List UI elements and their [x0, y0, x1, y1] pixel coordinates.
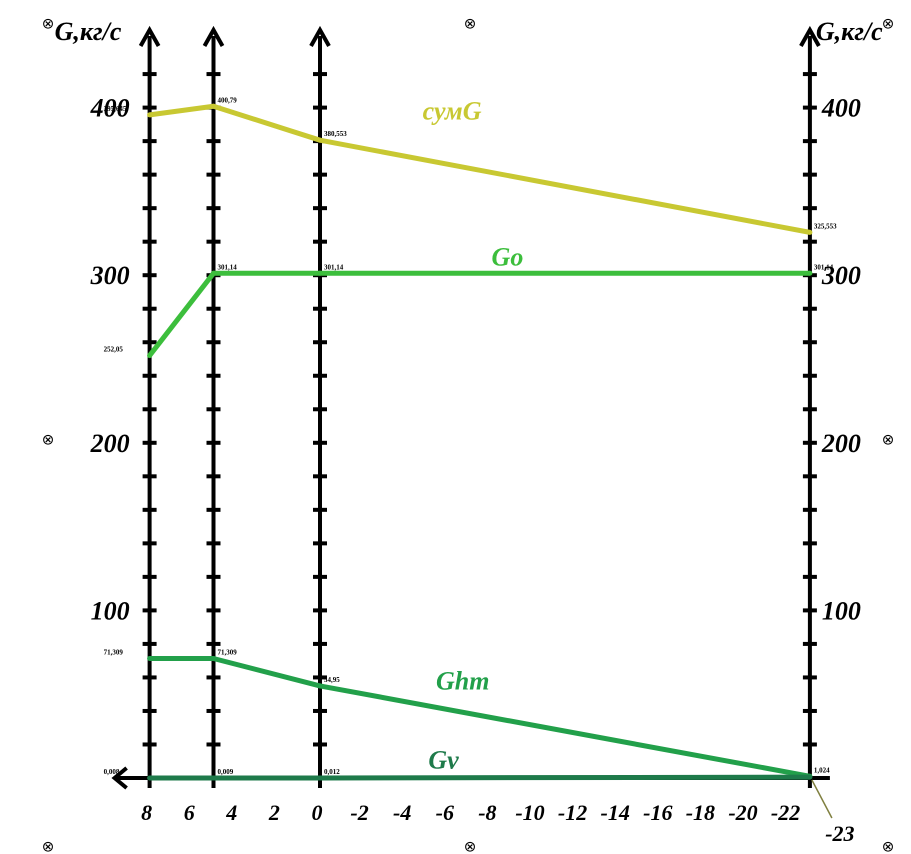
x-end-label: -23 — [825, 821, 854, 846]
point-label: 400,79 — [218, 96, 238, 104]
axis-arrow — [309, 25, 331, 47]
x-tick-label: -4 — [393, 800, 411, 825]
series-name-label: Go — [492, 243, 524, 272]
data-point — [807, 270, 813, 276]
x-tick-label: 0 — [312, 800, 323, 825]
data-point — [211, 775, 216, 781]
y-tick-label-right: 100 — [822, 596, 861, 625]
x-tick-label: 8 — [141, 800, 152, 825]
series-line — [149, 774, 810, 781]
point-label: 395,645 — [104, 105, 127, 113]
registration-mark: ⊗ — [882, 431, 895, 449]
data-point — [807, 774, 813, 780]
point-label: 301,14 — [324, 263, 344, 271]
x-tick-label: -18 — [686, 800, 715, 825]
data-point — [211, 270, 216, 276]
point-label: 71,309 — [104, 648, 124, 656]
point-label: 54,95 — [324, 676, 340, 684]
x-tick-label: -6 — [436, 800, 454, 825]
x-end-leader — [811, 779, 833, 819]
x-tick-label: -2 — [350, 800, 368, 825]
data-point — [211, 103, 216, 109]
x-tick-label: -12 — [558, 800, 587, 825]
x-tick-label: 6 — [184, 800, 195, 825]
point-label: 380,553 — [324, 130, 347, 138]
axis-arrow — [799, 25, 821, 47]
series-name-label: Gv — [428, 745, 459, 774]
y-tick-label-left: 200 — [90, 429, 130, 458]
y-axis-title-left: G,кг/с — [55, 17, 122, 46]
data-point — [317, 270, 323, 276]
y-tick-label-right: 200 — [821, 429, 861, 458]
x-tick-label: -22 — [771, 800, 800, 825]
registration-mark: ⊗ — [42, 431, 55, 449]
point-label: 1,024 — [814, 766, 830, 774]
registration-mark: ⊗ — [42, 15, 55, 33]
data-point — [147, 655, 153, 661]
x-tick-label: -14 — [601, 800, 630, 825]
point-label: 325,553 — [814, 222, 837, 230]
y-tick-label-left: 300 — [90, 261, 130, 290]
registration-mark: ⊗ — [882, 838, 895, 854]
data-point — [317, 775, 323, 781]
series-line — [149, 655, 811, 779]
data-point — [317, 683, 323, 689]
data-point — [807, 229, 813, 235]
series-name-label: Ghm — [436, 667, 489, 696]
registration-mark: ⊗ — [882, 15, 895, 33]
registration-mark: ⊗ — [464, 838, 477, 854]
x-tick-label: -16 — [643, 800, 672, 825]
point-label: 301,14 — [218, 263, 238, 271]
series-name-label: сумG — [423, 97, 482, 126]
y-axis-title-right: G,кг/с — [816, 17, 883, 46]
labels: 100 100 200 200 300 300 400 400 G,кг/с G,кг/с 8 6 4 2… — [55, 17, 884, 846]
axis-arrow — [202, 25, 225, 47]
point-label: 71,309 — [218, 648, 238, 656]
x-tick-label: -8 — [478, 800, 496, 825]
point-label: 0,009 — [218, 768, 234, 776]
series-line — [147, 270, 810, 358]
x-tick-label: 4 — [225, 800, 237, 825]
y-tick-label-left: 400 — [90, 94, 130, 123]
y-tick-label-left: 100 — [91, 596, 130, 625]
point-label: 0,012 — [324, 768, 340, 776]
x-tick-label: 2 — [268, 800, 280, 825]
point-label: 301,14 — [814, 263, 834, 271]
data-point — [147, 353, 153, 359]
axis-arrow — [138, 25, 161, 47]
series-line — [149, 103, 811, 235]
data-point — [211, 655, 216, 661]
y-tick-label-right: 300 — [821, 261, 861, 290]
series-lines — [147, 103, 813, 781]
axes — [111, 25, 833, 819]
point-label: 0,008 — [104, 768, 120, 776]
registration-marks: ⊗ ⊗ ⊗ ⊗ ⊗ ⊗ ⊗ ⊗ — [42, 15, 895, 854]
y-tick-label-right: 400 — [821, 94, 861, 123]
data-point — [147, 775, 153, 781]
data-point — [147, 112, 153, 118]
data-point — [317, 137, 323, 143]
registration-mark: ⊗ — [464, 15, 477, 33]
x-axis-arrow — [111, 766, 128, 790]
x-tick-label: -10 — [515, 800, 544, 825]
x-tick-label: -20 — [728, 800, 757, 825]
registration-mark: ⊗ — [42, 838, 55, 854]
point-label: 252,05 — [104, 346, 124, 354]
